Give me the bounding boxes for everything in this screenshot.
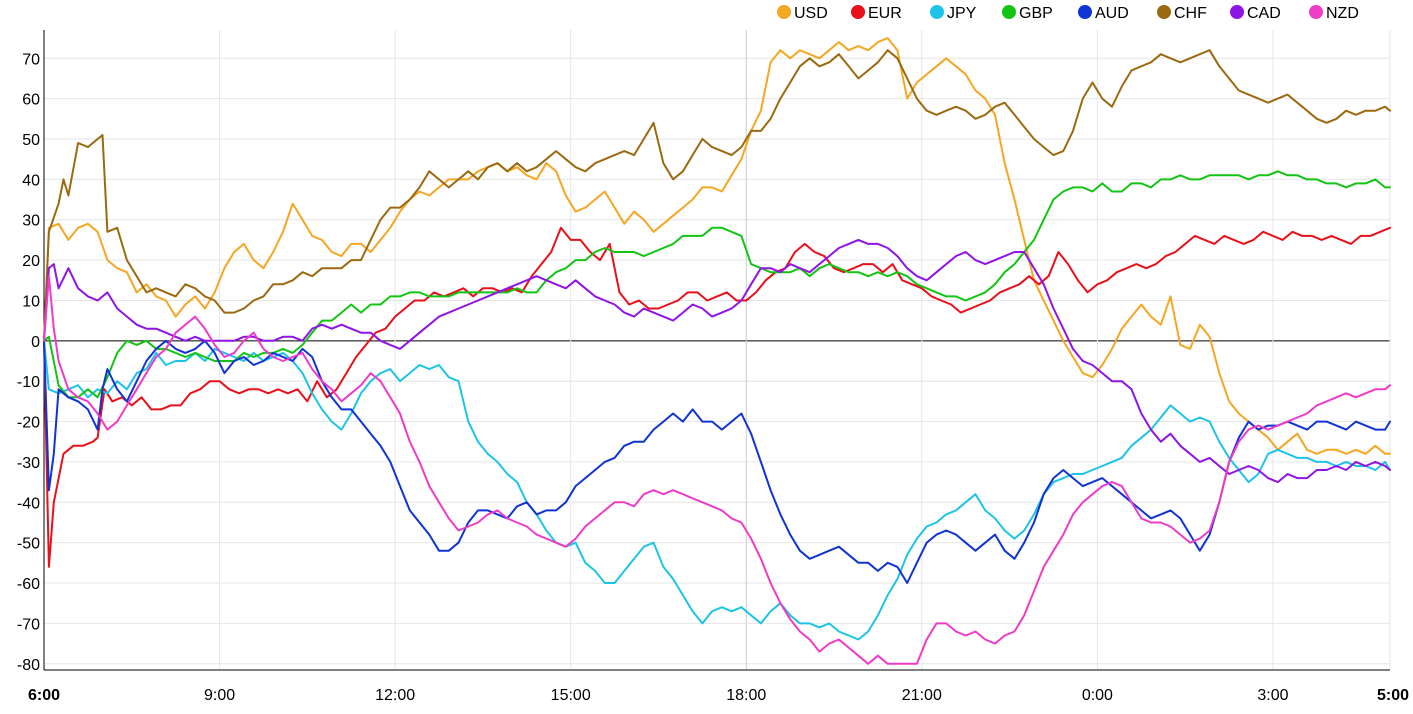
legend-swatch-aud bbox=[1078, 5, 1092, 19]
series-line-cad bbox=[43, 238, 1391, 484]
legend-item-cad[interactable]: CAD bbox=[1230, 5, 1281, 22]
y-tick-label: 60 bbox=[22, 92, 40, 109]
x-tick-label: 5:00 bbox=[1377, 687, 1409, 704]
legend-swatch-usd bbox=[777, 5, 791, 19]
series-line-jpy bbox=[43, 339, 1391, 641]
legend-label: NZD bbox=[1326, 5, 1359, 22]
series-line-eur bbox=[43, 226, 1391, 568]
legend-label: USD bbox=[794, 5, 828, 22]
legend-label: JPY bbox=[947, 5, 977, 22]
y-tick-label: -50 bbox=[17, 536, 40, 553]
series-line-usd bbox=[43, 37, 1391, 455]
series-line-chf bbox=[43, 49, 1391, 342]
y-tick-label: -60 bbox=[17, 576, 40, 593]
legend-label: AUD bbox=[1095, 5, 1129, 22]
legend: USD EUR JPY GBP AUD CHF CAD NZD bbox=[777, 5, 1359, 22]
legend-label: CHF bbox=[1174, 5, 1207, 22]
legend-label: EUR bbox=[868, 5, 902, 22]
legend-swatch-chf bbox=[1157, 5, 1171, 19]
legend-swatch-cad bbox=[1230, 5, 1244, 19]
legend-item-nzd[interactable]: NZD bbox=[1309, 5, 1359, 22]
y-tick-label: -80 bbox=[17, 657, 40, 674]
y-tick-label: 50 bbox=[22, 132, 40, 149]
series-line-nzd bbox=[43, 275, 1391, 665]
y-tick-label: 10 bbox=[22, 293, 40, 310]
axes: 70 60 50 40 30 20 10 0 -10 -20 -30 -40 -50 -60 -70 -80 6… bbox=[17, 30, 1409, 704]
legend-swatch-eur bbox=[851, 5, 865, 19]
y-tick-label: -30 bbox=[17, 455, 40, 472]
grid bbox=[44, 30, 1391, 669]
x-tick-label: 18:00 bbox=[726, 687, 766, 704]
legend-item-gbp[interactable]: GBP bbox=[1002, 5, 1053, 22]
series-line-gbp bbox=[43, 170, 1391, 399]
legend-item-jpy[interactable]: JPY bbox=[930, 5, 977, 22]
y-tick-label: 20 bbox=[22, 253, 40, 270]
legend-item-aud[interactable]: AUD bbox=[1078, 5, 1129, 22]
y-tick-label: -20 bbox=[17, 415, 40, 432]
y-tick-label: 70 bbox=[22, 51, 40, 68]
legend-label: GBP bbox=[1019, 5, 1053, 22]
y-tick-label: -40 bbox=[17, 495, 40, 512]
x-tick-label: 3:00 bbox=[1257, 687, 1288, 704]
y-tick-label: -70 bbox=[17, 616, 40, 633]
x-tick-label: 9:00 bbox=[204, 687, 235, 704]
x-tick-label: 6:00 bbox=[28, 687, 60, 704]
x-tick-label: 12:00 bbox=[375, 687, 415, 704]
x-tick-label: 15:00 bbox=[551, 687, 591, 704]
y-tick-label: 40 bbox=[22, 172, 40, 189]
legend-swatch-nzd bbox=[1309, 5, 1323, 19]
legend-swatch-jpy bbox=[930, 5, 944, 19]
x-tick-label: 21:00 bbox=[902, 687, 942, 704]
legend-item-chf[interactable]: CHF bbox=[1157, 5, 1207, 22]
legend-item-eur[interactable]: EUR bbox=[851, 5, 902, 22]
legend-swatch-gbp bbox=[1002, 5, 1016, 19]
x-tick-label: 0:00 bbox=[1082, 687, 1113, 704]
legend-item-usd[interactable]: USD bbox=[777, 5, 828, 22]
series-line-aud bbox=[43, 339, 1391, 584]
y-tick-label: 0 bbox=[31, 334, 40, 351]
legend-label: CAD bbox=[1247, 5, 1281, 22]
y-tick-label: -10 bbox=[17, 374, 40, 391]
series-lines bbox=[43, 37, 1391, 665]
y-tick-label: 30 bbox=[22, 213, 40, 230]
